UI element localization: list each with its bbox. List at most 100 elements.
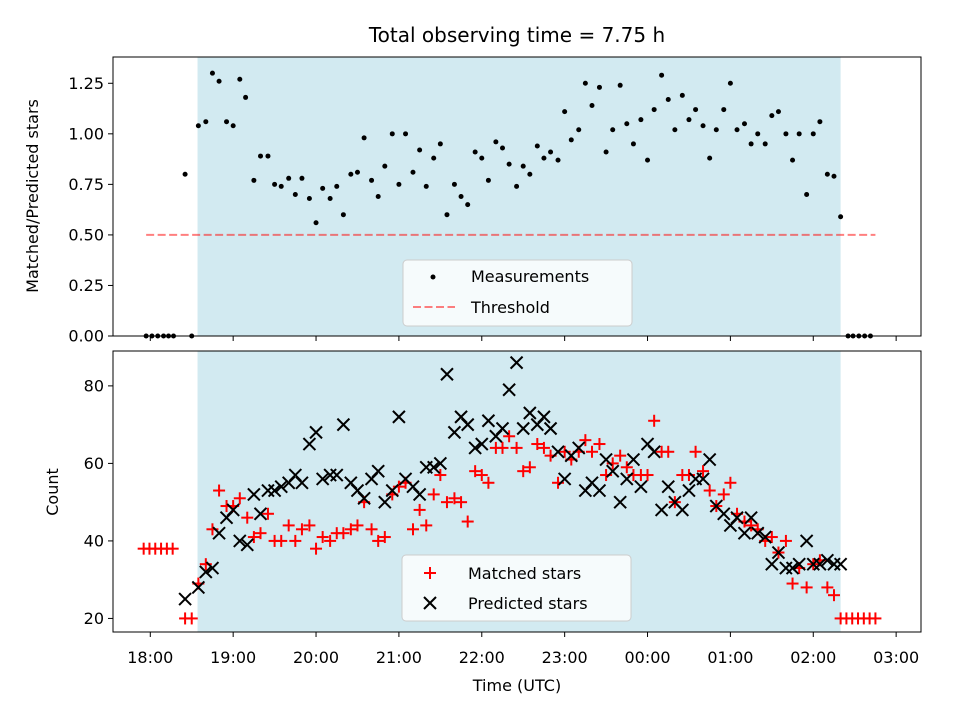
matched-star-point [289,534,302,547]
predicted-star-point [475,437,489,451]
predicted-star-point [315,472,330,486]
y-tick-label: 0.25 [68,276,104,295]
measurement-point [382,163,388,169]
measurement-point [396,181,402,187]
measurement-point [796,131,802,137]
measurement-point [149,333,155,339]
measurement-point [155,333,161,339]
matched-star-point [461,515,474,528]
measurement-point [624,121,630,127]
predicted-star-point [371,464,385,478]
predicted-star-point [799,534,814,548]
matched-star-point [378,531,391,544]
predicted-star-point [460,417,475,432]
predicted-star-point [785,561,800,575]
measurement-point [224,119,230,125]
matched-star-point [413,503,426,516]
matched-star-point [469,465,482,478]
predicted-star-point [495,421,510,436]
plot-frame [112,350,922,633]
predicted-star-point [468,441,482,455]
measurement-point [465,202,471,208]
matched-star-point [254,527,267,540]
y-tick-label: 20 [84,609,104,628]
y-tick-label: 0.00 [68,327,104,346]
measurement-point [555,157,561,163]
measurement-point [444,212,450,218]
predicted-legend-label: Predicted stars [468,594,588,613]
predicted-star-point [302,437,317,451]
measurement-point [375,194,381,199]
measurement-point [514,183,520,189]
measurement-point [265,153,271,159]
measurement-point [161,333,167,339]
predicted-star-point [191,580,206,595]
matched-star-point [614,449,627,462]
y-tick-label: 0.75 [68,175,104,194]
predicted-star-point [557,472,572,486]
matched-star-point [869,612,882,625]
predicted-star-point [702,452,717,467]
matched-star-point [316,531,329,544]
matched-star-point [455,496,468,509]
measurement-point [804,191,810,197]
measurement-point [410,169,416,175]
measurement-point [216,78,222,84]
matched-star-point [765,531,778,544]
measurement-point [493,139,499,145]
matched-star-point [648,414,661,427]
measurement-point [306,196,312,202]
measurement-point [472,149,478,155]
measurement-point [790,157,796,163]
predicted-star-point [295,476,309,490]
measurement-point [340,212,346,218]
x-tick-label: 21:00 [376,648,422,667]
measurement-point [867,333,873,339]
predicted-star-point [336,417,351,432]
measurement-point [258,153,264,159]
measurement-point [831,173,837,179]
predicted-star-point [226,503,240,517]
measurement-point [845,333,851,339]
measurement-point [603,149,609,155]
predicted-star-point [606,464,620,478]
matched-star-point [703,484,716,497]
matched-star-point [337,527,350,540]
predicted-star-point [516,421,530,436]
measurement-point [734,127,740,133]
top-legend: Measurements Threshold [402,259,633,327]
matched-star-point [406,523,419,536]
matched-star-point [537,441,550,454]
measurement-point [645,157,651,163]
measurement-point [243,94,249,100]
predicted-star-point [543,421,558,436]
predicted-star-point [717,507,731,521]
measurement-point [527,171,533,177]
predicted-star-point [205,561,220,575]
measurement-point [610,127,616,133]
matched-star-point [440,496,453,509]
predicted-star-point [392,410,406,424]
measurement-point [251,177,257,183]
predicted-star-point [765,557,779,571]
matched-star-point [779,534,792,547]
matched-star-point [662,445,675,458]
matched-star-point [434,469,447,482]
measurement-point [327,196,333,202]
matched-star-point [295,523,308,536]
matched-star-point [689,445,702,458]
predicted-star-point [433,456,448,471]
measurement-point [451,181,457,187]
measurement-point [479,155,485,161]
measurement-point [679,92,685,98]
matched-star-point [585,445,598,458]
x-tick-label: 02:00 [790,648,836,667]
predicted-star-point [537,410,551,424]
predicted-star-point [178,592,192,606]
measurement-point [672,127,678,133]
matched-star-point [517,465,530,478]
threshold-legend-label: Threshold [470,298,550,317]
measurement-point [170,333,176,339]
plot-frame [112,56,922,337]
measurement-point [775,109,781,115]
